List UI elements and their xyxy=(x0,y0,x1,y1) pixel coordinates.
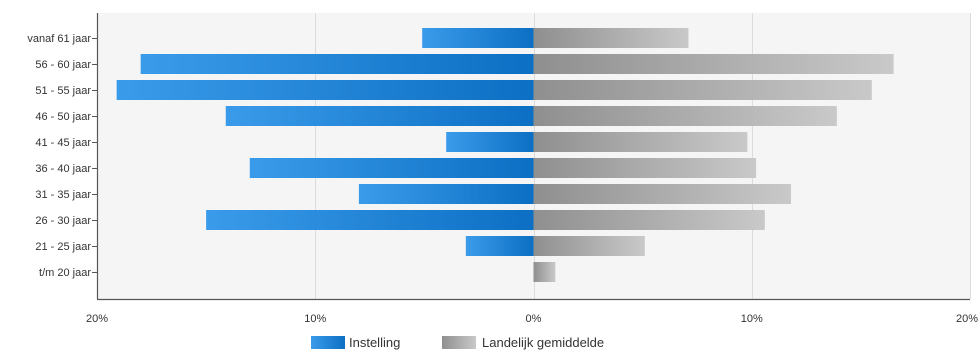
bars xyxy=(116,28,894,282)
category-label: t/m 20 jaar xyxy=(39,267,91,279)
axes xyxy=(92,13,970,301)
bar-landelijk-gemiddelde xyxy=(533,80,872,100)
bar-landelijk-gemiddelde xyxy=(533,28,689,48)
legend-swatch xyxy=(442,336,476,349)
legend-label: Landelijk gemiddelde xyxy=(482,335,604,350)
bar-landelijk-gemiddelde xyxy=(533,184,792,204)
category-label: 41 - 45 jaar xyxy=(35,137,91,149)
bar-landelijk-gemiddelde xyxy=(533,210,765,230)
legend-swatch xyxy=(311,336,345,349)
legend-item-landelijk-gemiddelde[interactable]: Landelijk gemiddelde xyxy=(442,335,604,350)
category-label: 26 - 30 jaar xyxy=(35,215,91,227)
category-label: 51 - 55 jaar xyxy=(35,85,91,97)
category-label: 56 - 60 jaar xyxy=(35,59,91,71)
category-label: 21 - 25 jaar xyxy=(35,241,91,253)
bar-instelling xyxy=(358,184,534,204)
legend-item-instelling[interactable]: Instelling xyxy=(311,335,400,350)
x-tick-labels: 20% 10% 0% 10% 20% xyxy=(86,313,978,325)
bar-instelling xyxy=(225,106,534,126)
category-label: 36 - 40 jaar xyxy=(35,163,91,175)
bar-landelijk-gemiddelde xyxy=(533,236,645,256)
bar-landelijk-gemiddelde xyxy=(533,54,894,74)
bar-landelijk-gemiddelde xyxy=(533,158,757,178)
bar-instelling xyxy=(206,210,534,230)
category-label: vanaf 61 jaar xyxy=(27,33,91,45)
x-tick-label: 0% xyxy=(526,313,542,325)
category-label: 46 - 50 jaar xyxy=(35,111,91,123)
legend: Instelling Landelijk gemiddelde xyxy=(311,335,604,350)
bar-instelling xyxy=(446,132,534,152)
bar-instelling xyxy=(249,158,534,178)
category-labels: vanaf 61 jaar 56 - 60 jaar 51 - 55 jaar 46 … xyxy=(27,33,91,279)
bar-instelling xyxy=(422,28,534,48)
legend-label: Instelling xyxy=(349,335,400,350)
bar-instelling xyxy=(465,236,534,256)
x-tick-label: 10% xyxy=(304,313,326,325)
bar-instelling xyxy=(140,54,534,74)
bar-landelijk-gemiddelde xyxy=(533,132,748,152)
bar-landelijk-gemiddelde xyxy=(533,262,556,282)
category-label: 31 - 35 jaar xyxy=(35,189,91,201)
bar-instelling xyxy=(116,80,534,100)
x-tick-label: 10% xyxy=(741,313,763,325)
x-tick-label: 20% xyxy=(956,313,978,325)
x-tick-label: 20% xyxy=(86,313,108,325)
bar-landelijk-gemiddelde xyxy=(533,106,837,126)
